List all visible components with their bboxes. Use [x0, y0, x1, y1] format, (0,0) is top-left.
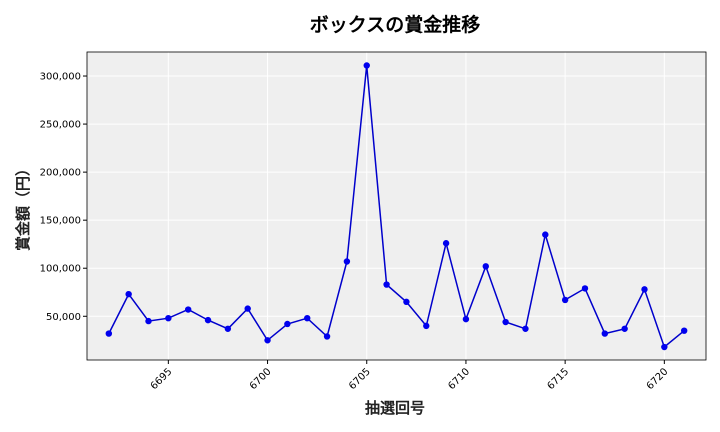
x-tick-label: 6705 [347, 366, 373, 392]
data-point [125, 290, 132, 298]
data-point [641, 286, 648, 293]
y-tick-label: 100,000 [40, 264, 81, 275]
data-point [145, 317, 152, 325]
y-tick-label: 300,000 [40, 72, 81, 83]
data-point [343, 258, 351, 265]
data-point [224, 325, 232, 332]
y-tick-label: 50,000 [46, 312, 81, 323]
data-point [165, 314, 172, 322]
data-points [105, 62, 688, 351]
grid-lines [87, 52, 706, 360]
x-tick-label: 6700 [248, 366, 274, 392]
data-point [323, 333, 331, 340]
data-point [601, 330, 609, 337]
x-tick-label: 6720 [645, 366, 671, 392]
data-point [244, 305, 251, 312]
data-point [522, 325, 529, 332]
x-axis-label: 抽選回号 [365, 399, 425, 417]
data-point [403, 298, 410, 306]
data-point [383, 281, 390, 288]
data-point [661, 343, 668, 351]
data-point [462, 315, 470, 323]
data-point [621, 325, 628, 332]
plot-frame [86, 51, 707, 361]
data-point [442, 240, 450, 247]
x-tick-label: 6715 [545, 366, 571, 392]
data-point [482, 263, 489, 270]
series-line [108, 65, 685, 349]
data-point [184, 306, 192, 313]
data-point [502, 318, 509, 326]
y-tick-label: 150,000 [40, 216, 81, 227]
data-point [542, 231, 549, 238]
data-point [204, 316, 212, 324]
y-tick-label: 250,000 [40, 120, 81, 131]
x-tick-label: 6710 [446, 366, 472, 392]
data-point [561, 296, 569, 304]
y-tick-label: 200,000 [40, 168, 81, 179]
data-point [363, 62, 370, 69]
data-point [680, 327, 688, 334]
y-axis-label: 賞金額（円） [14, 161, 32, 251]
chart-title: ボックスの賞金推移 [310, 13, 480, 36]
data-point [105, 330, 113, 337]
data-point [581, 285, 589, 292]
x-tick-label: 6695 [149, 366, 175, 392]
data-point [284, 320, 291, 328]
data-point [423, 322, 430, 330]
data-point [264, 337, 271, 344]
data-point [304, 314, 311, 322]
